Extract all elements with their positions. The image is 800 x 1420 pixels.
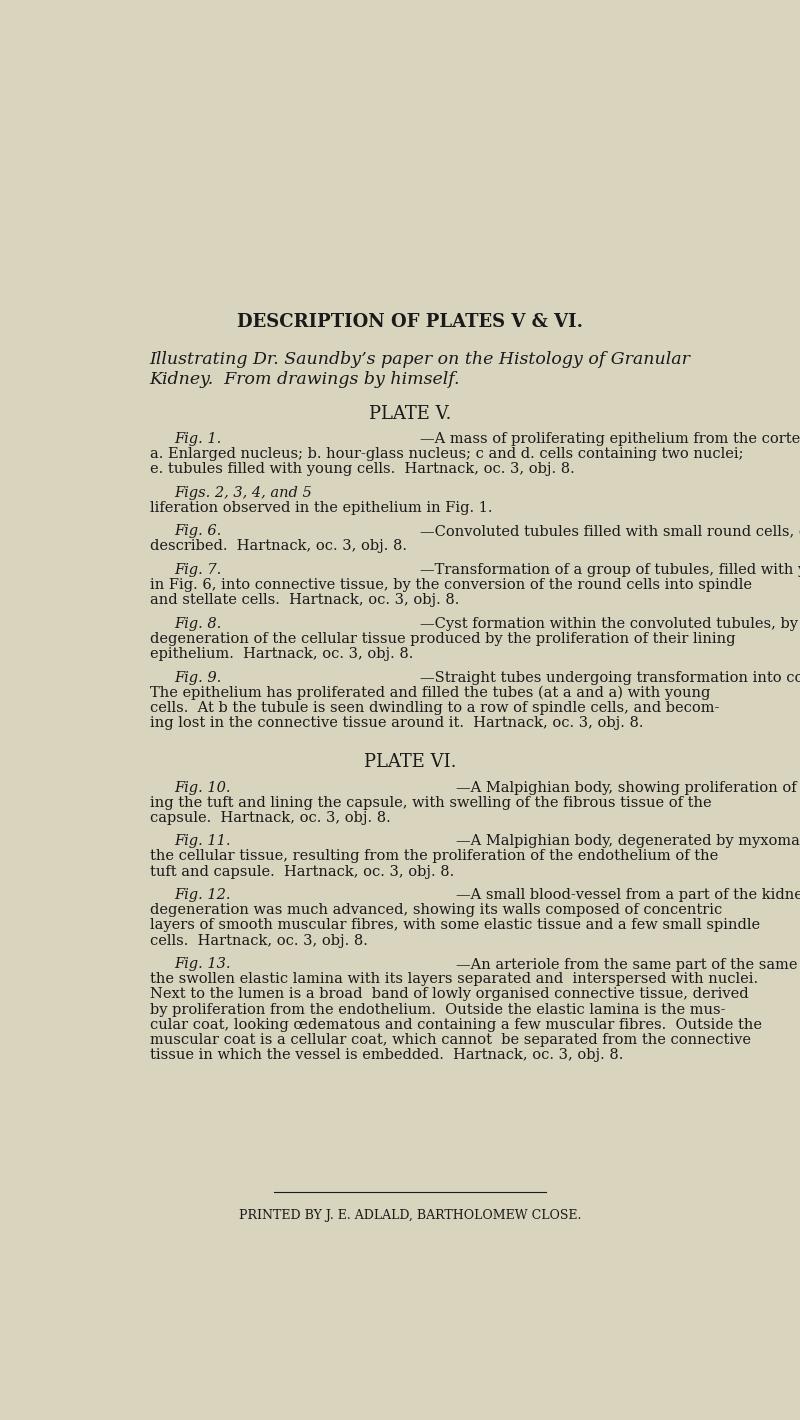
Text: PLATE VI.: PLATE VI. <box>364 753 456 771</box>
Text: The epithelium has proliferated and filled the tubes (at a and a) with young: The epithelium has proliferated and fill… <box>150 686 710 700</box>
Text: by proliferation from the endothelium.  Outside the elastic lamina is the mus-: by proliferation from the endothelium. O… <box>150 1003 725 1017</box>
Text: —Cyst formation within the convoluted tubules, by the myxomatous: —Cyst formation within the convoluted tu… <box>421 616 800 630</box>
Text: layers of smooth muscular fibres, with some elastic tissue and a few small spind: layers of smooth muscular fibres, with s… <box>150 919 760 933</box>
Text: degeneration was much advanced, showing its walls composed of concentric: degeneration was much advanced, showing … <box>150 903 722 917</box>
Text: ing the tuft and lining the capsule, with swelling of the fibrous tissue of the: ing the tuft and lining the capsule, wit… <box>150 795 711 809</box>
Text: liferation observed in the epithelium in Fig. 1.: liferation observed in the epithelium in… <box>150 501 492 515</box>
Text: capsule.  Hartnack, oc. 3, obj. 8.: capsule. Hartnack, oc. 3, obj. 8. <box>150 811 390 825</box>
Text: tissue in which the vessel is embedded.  Hartnack, oc. 3, obj. 8.: tissue in which the vessel is embedded. … <box>150 1048 623 1062</box>
Text: tuft and capsule.  Hartnack, oc. 3, obj. 8.: tuft and capsule. Hartnack, oc. 3, obj. … <box>150 865 454 879</box>
Text: cular coat, looking œdematous and containing a few muscular fibres.  Outside the: cular coat, looking œdematous and contai… <box>150 1018 762 1032</box>
Text: muscular coat is a cellular coat, which cannot  be separated from the connective: muscular coat is a cellular coat, which … <box>150 1032 750 1047</box>
Text: degeneration of the cellular tissue produced by the proliferation of their linin: degeneration of the cellular tissue prod… <box>150 632 735 646</box>
Text: Illustrating Dr. Saundby’s paper on the Histology of Granular: Illustrating Dr. Saundby’s paper on the … <box>150 351 690 368</box>
Text: —A Malpighian body, showing proliferation of the endothelium cover-: —A Malpighian body, showing proliferatio… <box>456 781 800 795</box>
Text: Figs. 2, 3, 4, and 5: Figs. 2, 3, 4, and 5 <box>174 486 312 500</box>
Text: Fig. 6.: Fig. 6. <box>174 524 222 538</box>
Text: DESCRIPTION OF PLATES V & VI.: DESCRIPTION OF PLATES V & VI. <box>237 312 583 331</box>
Text: ing lost in the connective tissue around it.  Hartnack, oc. 3, obj. 8.: ing lost in the connective tissue around… <box>150 716 643 730</box>
Text: —An arteriole from the same part of the same kidney, showing (at a): —An arteriole from the same part of the … <box>456 957 800 971</box>
Text: Kidney.  From drawings by himself.: Kidney. From drawings by himself. <box>150 371 460 388</box>
Text: Fig. 8.: Fig. 8. <box>174 616 222 630</box>
Text: —A Malpighian body, degenerated by myxomatous transformation of: —A Malpighian body, degenerated by myxom… <box>456 835 800 848</box>
Text: described.  Hartnack, oc. 3, obj. 8.: described. Hartnack, oc. 3, obj. 8. <box>150 540 406 554</box>
Text: PRINTED BY J. E. ADLALD, BARTHOLOMEW CLOSE.: PRINTED BY J. E. ADLALD, BARTHOLOMEW CLO… <box>239 1210 581 1223</box>
Text: —Convoluted tubules filled with small round cells, derived as above: —Convoluted tubules filled with small ro… <box>421 524 800 538</box>
Text: PLATE V.: PLATE V. <box>369 405 451 423</box>
Text: epithelium.  Hartnack, oc. 3, obj. 8.: epithelium. Hartnack, oc. 3, obj. 8. <box>150 648 413 662</box>
Text: in Fig. 6, into connective tissue, by the conversion of the round cells into spi: in Fig. 6, into connective tissue, by th… <box>150 578 752 592</box>
Text: the cellular tissue, resulting from the proliferation of the endothelium of the: the cellular tissue, resulting from the … <box>150 849 718 863</box>
Text: cells.  At b the tubule is seen dwindling to a row of spindle cells, and becom-: cells. At b the tubule is seen dwindling… <box>150 701 719 714</box>
Text: e. tubules filled with young cells.  Hartnack, oc. 3, obj. 8.: e. tubules filled with young cells. Hart… <box>150 462 574 476</box>
Text: Fig. 11.: Fig. 11. <box>174 835 231 848</box>
Text: and stellate cells.  Hartnack, oc. 3, obj. 8.: and stellate cells. Hartnack, oc. 3, obj… <box>150 594 459 608</box>
Text: —A mass of proliferating epithelium from the cortex of the kidney.: —A mass of proliferating epithelium from… <box>421 432 800 446</box>
Text: cells.  Hartnack, oc. 3, obj. 8.: cells. Hartnack, oc. 3, obj. 8. <box>150 933 367 947</box>
Text: a. Enlarged nucleus; b. hour-glass nucleus; c and d. cells containing two nuclei: a. Enlarged nucleus; b. hour-glass nucle… <box>150 447 743 462</box>
Text: Next to the lumen is a broad  band of lowly organised connective tissue, derived: Next to the lumen is a broad band of low… <box>150 987 748 1001</box>
Text: Fig. 10.: Fig. 10. <box>174 781 231 795</box>
Text: Fig. 12.: Fig. 12. <box>174 888 231 902</box>
Text: Fig. 9.: Fig. 9. <box>174 670 222 684</box>
Text: —Transformation of a group of tubules, filled with young cells, as seen: —Transformation of a group of tubules, f… <box>421 562 800 577</box>
Text: —A small blood-vessel from a part of the kidney in which the fibroid: —A small blood-vessel from a part of the… <box>456 888 800 902</box>
Text: Fig. 1.: Fig. 1. <box>174 432 222 446</box>
Text: the swollen elastic lamina with its layers separated and  interspersed with nucl: the swollen elastic lamina with its laye… <box>150 973 758 987</box>
Text: —Straight tubes undergoing transformation into connective tissue.: —Straight tubes undergoing transformatio… <box>421 670 800 684</box>
Text: Fig. 7.: Fig. 7. <box>174 562 222 577</box>
Text: Fig. 13.: Fig. 13. <box>174 957 231 971</box>
